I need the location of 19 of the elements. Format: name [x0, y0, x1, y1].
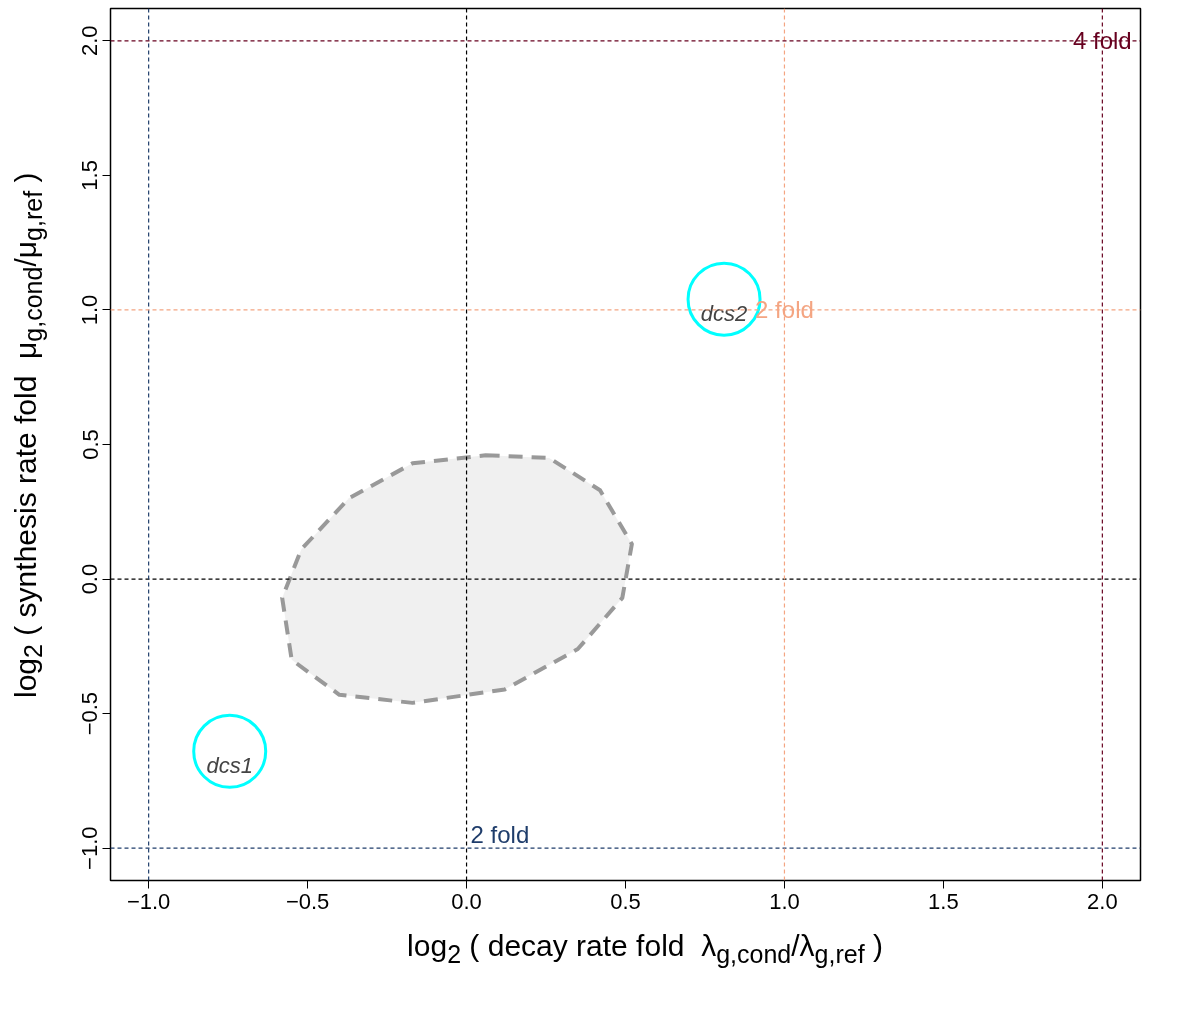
x-tick-label: −0.5 — [285, 888, 330, 914]
y-tick-label: −0.5 — [77, 691, 103, 736]
y-tick-label: 1.5 — [77, 160, 103, 191]
data-label: dcs1 — [206, 752, 253, 778]
x-tick-label: 1.5 — [928, 888, 959, 914]
x-tick-label: 0.0 — [451, 888, 482, 914]
y-tick-label: 1.0 — [77, 294, 103, 326]
x-tick-label: −1.0 — [126, 888, 171, 914]
x-axis-title: log$_{2}$ ( decay rate fold λ$_{g,cond}$/λ$_{g,ref}$ ) — [406, 928, 884, 970]
ref-line-label: 2 fold — [470, 821, 530, 849]
y-tick-label: 0.0 — [77, 563, 103, 595]
x-tick-label: 1.0 — [769, 888, 800, 914]
x-tick-label: 0.5 — [610, 888, 641, 914]
y-tick-label: 0.5 — [77, 429, 103, 460]
y-tick-label: 2.0 — [77, 25, 103, 57]
data-label: dcs2 — [700, 300, 748, 326]
ref-line-label: 4 fold — [1073, 27, 1132, 55]
x-tick-label: 2.0 — [1087, 888, 1118, 914]
y-tick-label: −1.0 — [77, 826, 103, 870]
